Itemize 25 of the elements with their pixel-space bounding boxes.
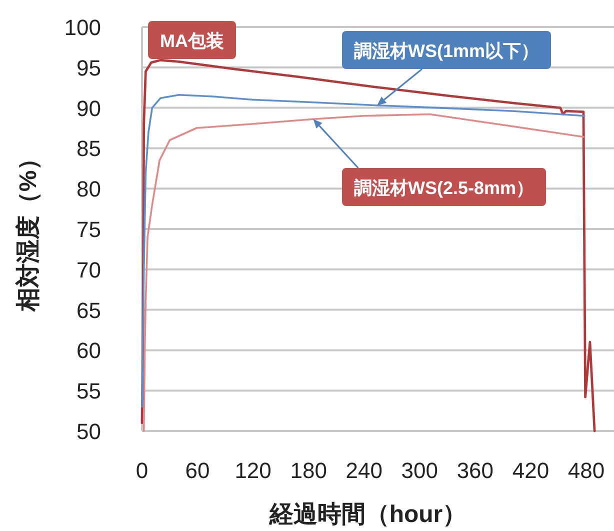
y-tick-label: 85 (76, 136, 101, 162)
y-tick-label: 50 (76, 419, 101, 444)
x-tick-label: 180 (290, 458, 327, 483)
y-axis-title: 相対湿度（%） (15, 146, 42, 313)
y-tick-label: 70 (76, 257, 101, 282)
x-tick-label: 360 (456, 458, 494, 483)
x-tick-label: 480 (568, 458, 605, 483)
x-axis-title: 経過時間（hour） (268, 501, 467, 528)
x-tick-label: 120 (234, 458, 272, 483)
y-tick-label: 90 (76, 96, 101, 121)
y-tick-label: 80 (76, 176, 101, 202)
y-tick-label: 55 (76, 378, 101, 404)
x-tick-label: 240 (346, 458, 382, 483)
y-tick-label: 75 (76, 217, 101, 242)
x-tick-label: 300 (401, 458, 438, 483)
series-label: MA包装 (160, 31, 224, 51)
x-tick-label: 60 (185, 458, 210, 483)
x-tick-label: 420 (512, 458, 550, 483)
y-tick-label: 65 (76, 298, 101, 323)
y-tick-label: 100 (64, 15, 101, 40)
text: 調湿材WS(2.5-8mm） (354, 178, 534, 198)
x-tick-label: 0 (136, 458, 148, 483)
y-tick-label: 95 (76, 55, 101, 80)
text: 調湿材WS(1mm以下） (354, 41, 540, 61)
y-tick-label: 60 (76, 338, 101, 364)
